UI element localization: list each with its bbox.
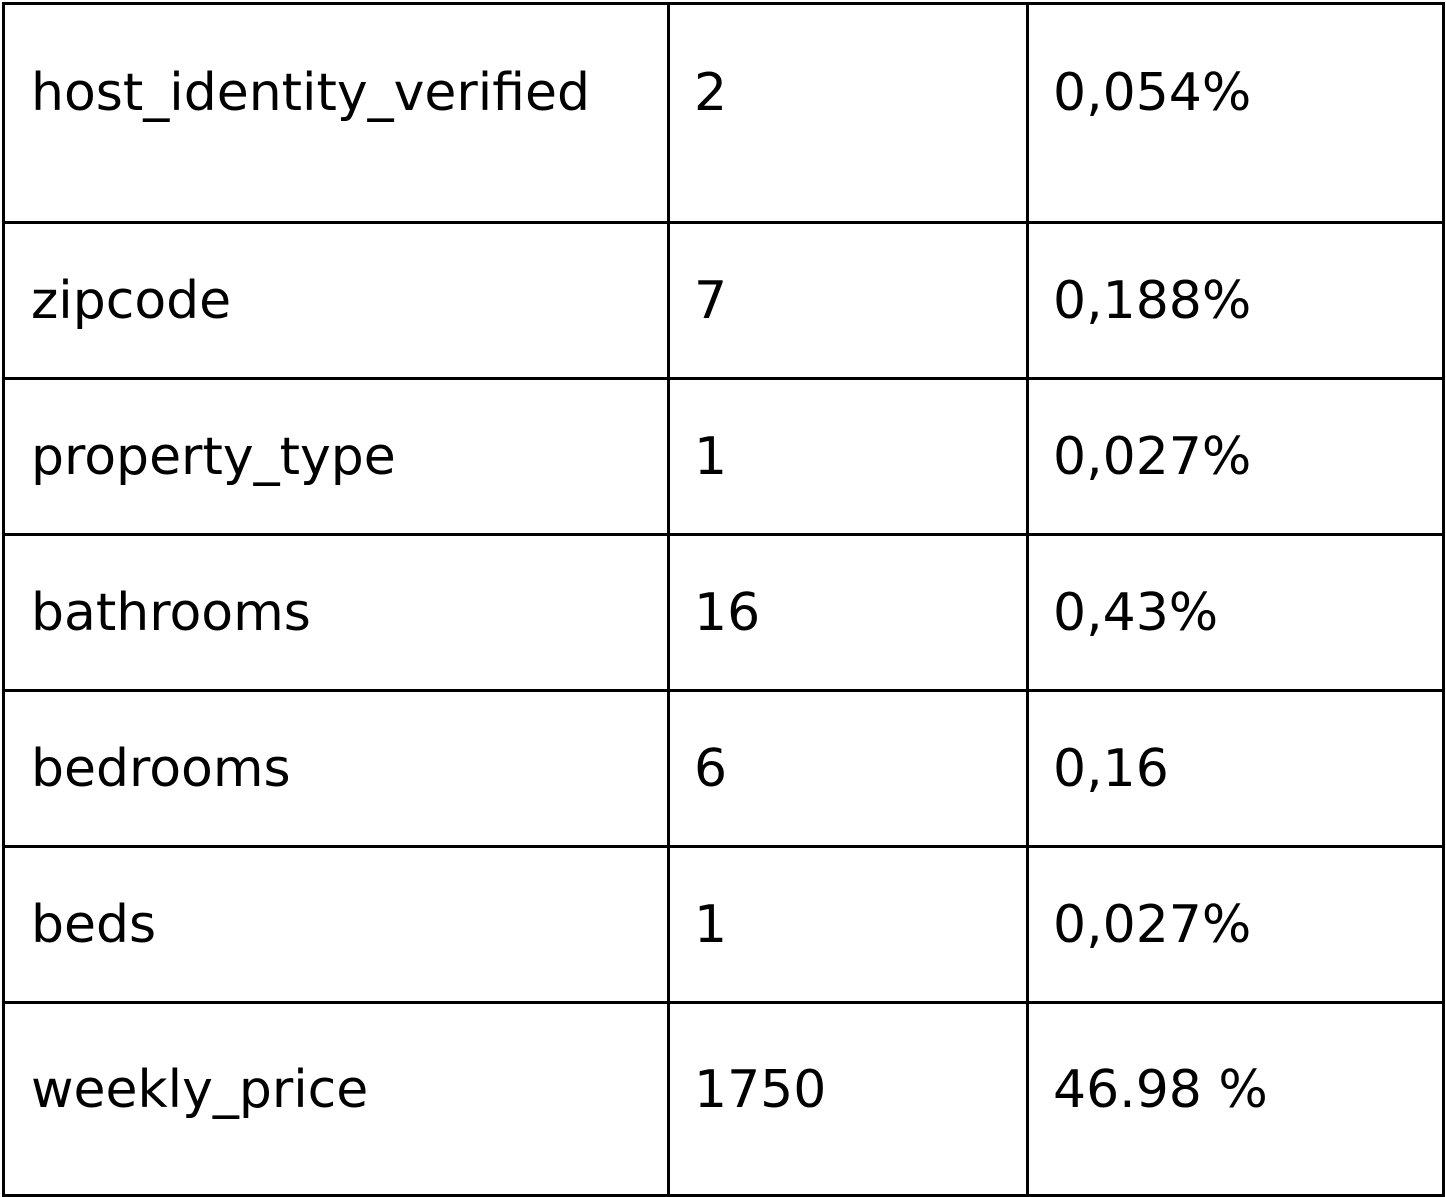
- percent-cell: 0,43%: [1026, 533, 1445, 692]
- percent-cell: 0,16: [1026, 689, 1445, 848]
- table-row: beds 1 0,027%: [2, 845, 1445, 1004]
- column-name-cell: beds: [2, 845, 670, 1004]
- column-name-cell: weekly_price: [2, 1001, 670, 1197]
- table-row: zipcode 7 0,188%: [2, 221, 1445, 380]
- count-cell: 6: [667, 689, 1029, 848]
- table-row: bedrooms 6 0,16: [2, 689, 1445, 848]
- count-cell: 1: [667, 845, 1029, 1004]
- table-row: host_identity_verified 2 0,054%: [2, 2, 1445, 224]
- percent-cell: 46.98 %: [1026, 1001, 1445, 1197]
- table-row: property_type 1 0,027%: [2, 377, 1445, 536]
- column-name-cell: zipcode: [2, 221, 670, 380]
- percent-cell: 0,027%: [1026, 845, 1445, 1004]
- column-name-cell: host_identity_verified: [2, 2, 670, 224]
- count-cell: 1: [667, 377, 1029, 536]
- count-cell: 2: [667, 2, 1029, 224]
- table-row: weekly_price 1750 46.98 %: [2, 1001, 1445, 1197]
- column-name-cell: property_type: [2, 377, 670, 536]
- percent-cell: 0,054%: [1026, 2, 1445, 224]
- percent-cell: 0,027%: [1026, 377, 1445, 536]
- table-row: bathrooms 16 0,43%: [2, 533, 1445, 692]
- count-cell: 16: [667, 533, 1029, 692]
- percent-cell: 0,188%: [1026, 221, 1445, 380]
- count-cell: 7: [667, 221, 1029, 380]
- column-name-cell: bedrooms: [2, 689, 670, 848]
- count-cell: 1750: [667, 1001, 1029, 1197]
- column-name-cell: bathrooms: [2, 533, 670, 692]
